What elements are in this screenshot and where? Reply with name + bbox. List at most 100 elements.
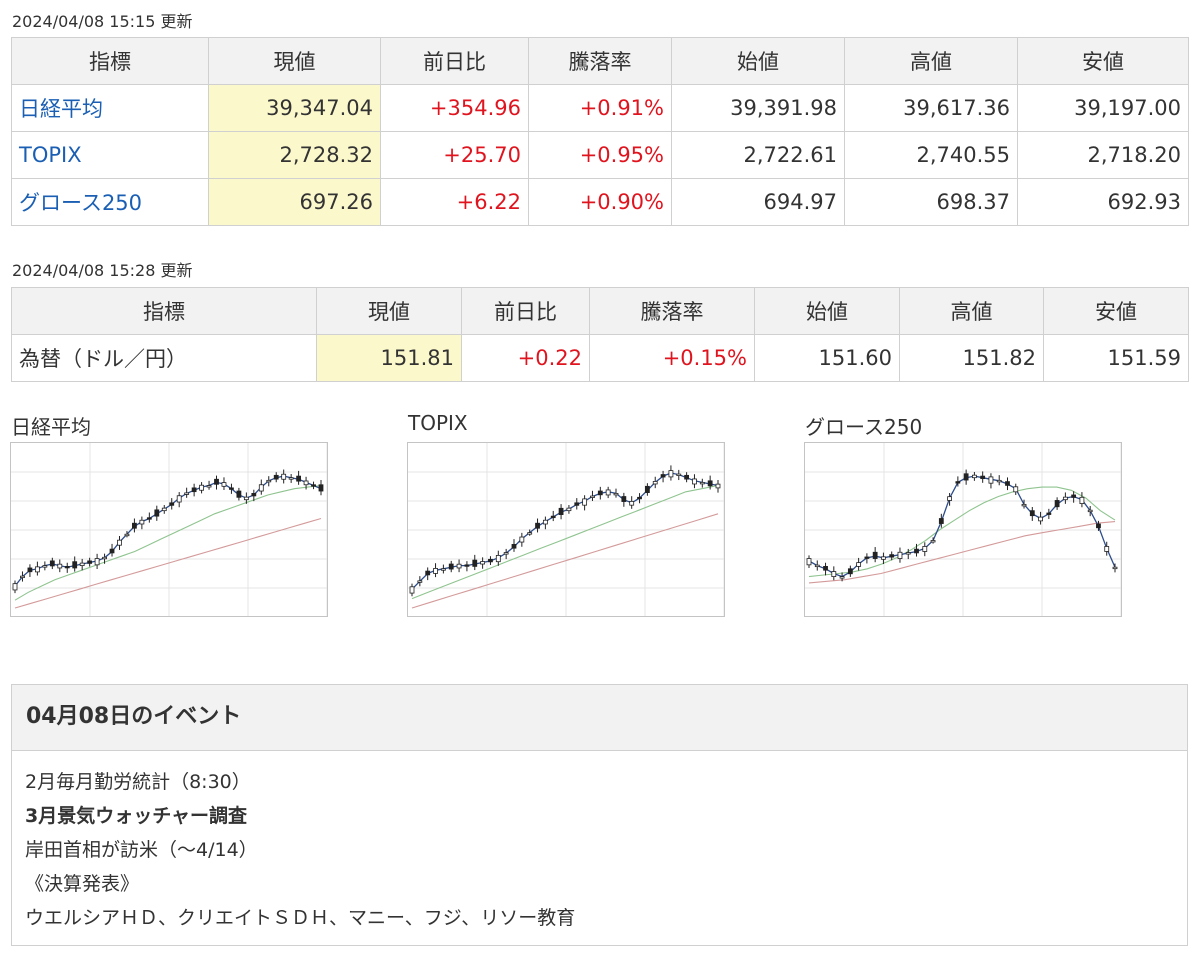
candle-body: [839, 576, 845, 579]
candle-body: [527, 532, 533, 535]
candle-body: [57, 563, 63, 569]
low-cell: 692.93: [1017, 178, 1189, 226]
candle-body: [42, 565, 48, 568]
candle-body: [905, 552, 911, 555]
candle-body: [229, 487, 234, 490]
candle-body: [87, 560, 93, 564]
candle-body: [79, 562, 85, 567]
current-value-cell: 2,728.32: [208, 131, 381, 179]
low-cell: 151.59: [1043, 334, 1189, 382]
candle-body: [566, 507, 572, 512]
candle-body: [109, 548, 115, 554]
candle-body: [281, 473, 287, 480]
chart-nikkei[interactable]: [10, 442, 328, 617]
nikkei-link[interactable]: 日経平均: [19, 97, 103, 121]
candle-body: [1054, 500, 1060, 508]
candle-body: [425, 570, 431, 576]
table-header-row: 指標 現値 前日比 騰落率 始値 高値 安値: [11, 37, 1189, 85]
current-value-cell: 151.81: [316, 334, 462, 382]
candle-body: [889, 554, 895, 558]
candle-body: [132, 522, 137, 529]
chart-topix[interactable]: [407, 442, 725, 617]
candle-body: [897, 551, 903, 559]
events-panel: 04月08日のイベント 2月毎月勤労統計（8:30） 3月景気ウォッチャー調査 …: [11, 684, 1188, 946]
event-item: ウエルシアＨＤ、クリエイトＳＤＨ、マニー、フジ、リソー教育: [25, 907, 576, 929]
high-cell: 698.37: [844, 178, 1018, 226]
candle-body: [503, 552, 509, 555]
growth250-link[interactable]: グロース250: [19, 191, 143, 215]
candle-body: [480, 561, 486, 565]
candle-body: [258, 484, 264, 492]
open-cell: 39,391.98: [671, 84, 845, 132]
series-line: [411, 513, 719, 609]
candle-body: [488, 558, 493, 563]
change-cell: +0.22: [461, 334, 590, 382]
candle-body: [550, 515, 556, 519]
candle-body: [574, 502, 580, 506]
candle-body: [1062, 496, 1068, 501]
col-header-current: 現値: [208, 37, 381, 85]
candle-body: [417, 580, 423, 583]
stock-index-table: 指標 現値 前日比 騰落率 始値 高値 安値 日経平均 39,347.04 +3…: [11, 37, 1189, 226]
chart-growth250[interactable]: [804, 442, 1122, 617]
candle-body: [668, 470, 674, 478]
candle-body: [629, 500, 635, 506]
candle-body: [652, 481, 658, 485]
series-line: [808, 521, 1116, 584]
indicator-name-cell: グロース250: [11, 178, 209, 226]
topix-chart-svg: [408, 443, 724, 616]
candle-body: [456, 563, 462, 569]
indicator-name-cell: 為替（ドル／円）: [11, 334, 317, 382]
indicator-name-cell: 日経平均: [11, 84, 209, 132]
candle-body: [519, 536, 525, 543]
candle-body: [597, 490, 603, 496]
candle-body: [692, 478, 697, 485]
candle-body: [440, 568, 446, 571]
candle-body: [806, 558, 812, 566]
candle-body: [199, 484, 204, 491]
candle-body: [605, 489, 611, 496]
candle-body: [169, 502, 175, 506]
candle-body: [644, 485, 650, 494]
candle-body: [49, 560, 55, 567]
event-item: 《決算発表》: [25, 873, 140, 895]
nikkei-chart-svg: [11, 443, 327, 616]
col-header-open: 始値: [754, 287, 900, 335]
candle-body: [176, 495, 182, 503]
series-line: [411, 472, 719, 590]
candle-body: [511, 544, 517, 549]
high-cell: 151.82: [899, 334, 1044, 382]
candle-body: [102, 556, 107, 560]
change-cell: +25.70: [380, 131, 529, 179]
candle-body: [914, 548, 919, 554]
candle-body: [637, 496, 642, 500]
low-cell: 39,197.00: [1017, 84, 1189, 132]
candle-body: [707, 480, 713, 487]
candle-body: [27, 567, 33, 573]
topix-link[interactable]: TOPIX: [19, 143, 82, 167]
events-list: 2月毎月勤労統計（8:30） 3月景気ウォッチャー調査 岸田首相が訪米（〜4/1…: [12, 751, 1187, 935]
series-line: [14, 517, 322, 609]
event-item: 2月毎月勤労統計（8:30）: [25, 771, 251, 793]
candle-body: [288, 477, 294, 480]
open-cell: 2,722.61: [671, 131, 845, 179]
series-line: [14, 475, 322, 587]
candle-body: [699, 482, 705, 485]
series-line: [808, 486, 1116, 578]
table-row-topix: TOPIX 2,728.32 +25.70 +0.95% 2,722.61 2,…: [11, 131, 1189, 179]
candle-body: [676, 473, 682, 476]
candle-body: [972, 474, 977, 479]
candle-body: [831, 571, 837, 578]
event-item: 岸田首相が訪米（〜4/14）: [25, 839, 258, 861]
series-line: [411, 484, 719, 600]
candle-body: [542, 519, 548, 525]
candle-body: [590, 495, 595, 498]
candle-body: [1112, 566, 1118, 570]
chart-title-growth250: グロース250: [805, 415, 923, 439]
candle-body: [273, 474, 279, 480]
candle-body: [715, 483, 721, 489]
candle-body: [236, 490, 242, 498]
col-header-low: 安値: [1043, 287, 1189, 335]
col-header-current: 現値: [316, 287, 462, 335]
candle-body: [1029, 510, 1035, 517]
